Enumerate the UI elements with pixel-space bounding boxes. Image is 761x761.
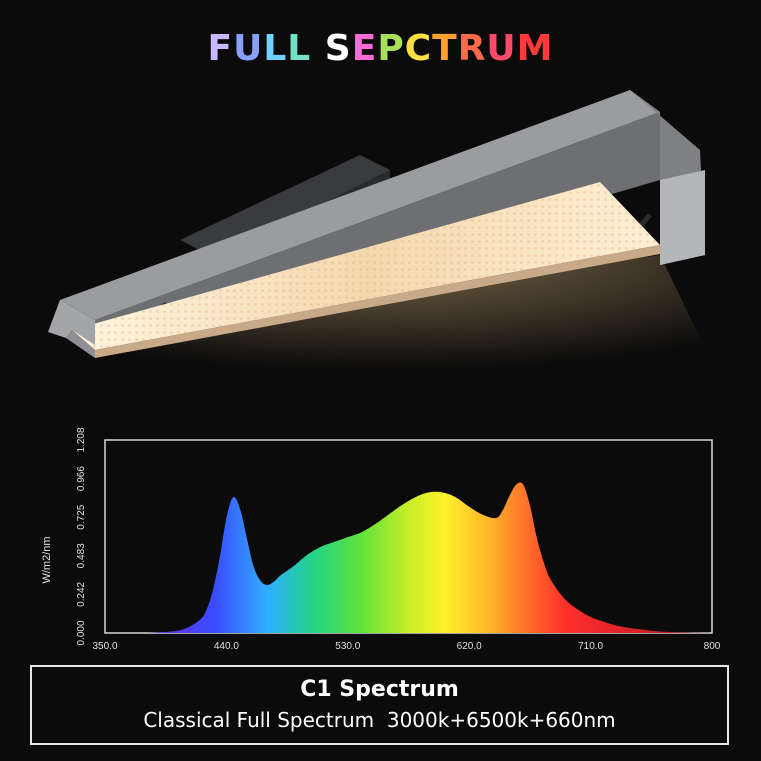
title-letter: F (207, 28, 234, 69)
spectrum-area (105, 482, 712, 633)
title-letter: M (516, 28, 554, 69)
caption-subtitle: Classical Full Spectrum 3000k+6500k+660n… (143, 708, 616, 732)
y-tick-label: 0.242 (76, 581, 87, 606)
x-tick-label: 800 (704, 641, 721, 652)
grow-light-bar-icon (20, 90, 740, 420)
title-letter: L (287, 28, 312, 69)
x-tick-label: 350.0 (92, 641, 117, 652)
caption-box: C1 Spectrum Classical Full Spectrum 3000… (30, 665, 729, 745)
y-tick-label: 0.000 (76, 620, 87, 645)
y-tick-label: 1.208 (76, 427, 87, 452)
page-title: FULL SEPCTRUM (0, 28, 761, 69)
title-letter: U (486, 28, 517, 69)
x-tick-label: 440.0 (214, 641, 239, 652)
title-letter: L (263, 28, 288, 69)
y-tick-label: 0.725 (76, 504, 87, 529)
title-letter: U (233, 28, 264, 69)
title-letter: T (432, 28, 458, 69)
title-letter: S (324, 28, 352, 69)
caption-title: C1 Spectrum (300, 677, 459, 702)
y-tick-label: 0.966 (76, 466, 87, 491)
x-tick-label: 530.0 (335, 641, 360, 652)
title-letter: R (457, 28, 487, 69)
x-tick-label: 620.0 (457, 641, 482, 652)
y-tick-label: 0.483 (76, 543, 87, 568)
title-letter: C (404, 28, 433, 69)
title-letter: E (351, 28, 378, 69)
x-tick-label: 710.0 (578, 641, 603, 652)
y-axis-label: W/m2/nm (41, 536, 53, 583)
title-letter: P (377, 28, 405, 69)
